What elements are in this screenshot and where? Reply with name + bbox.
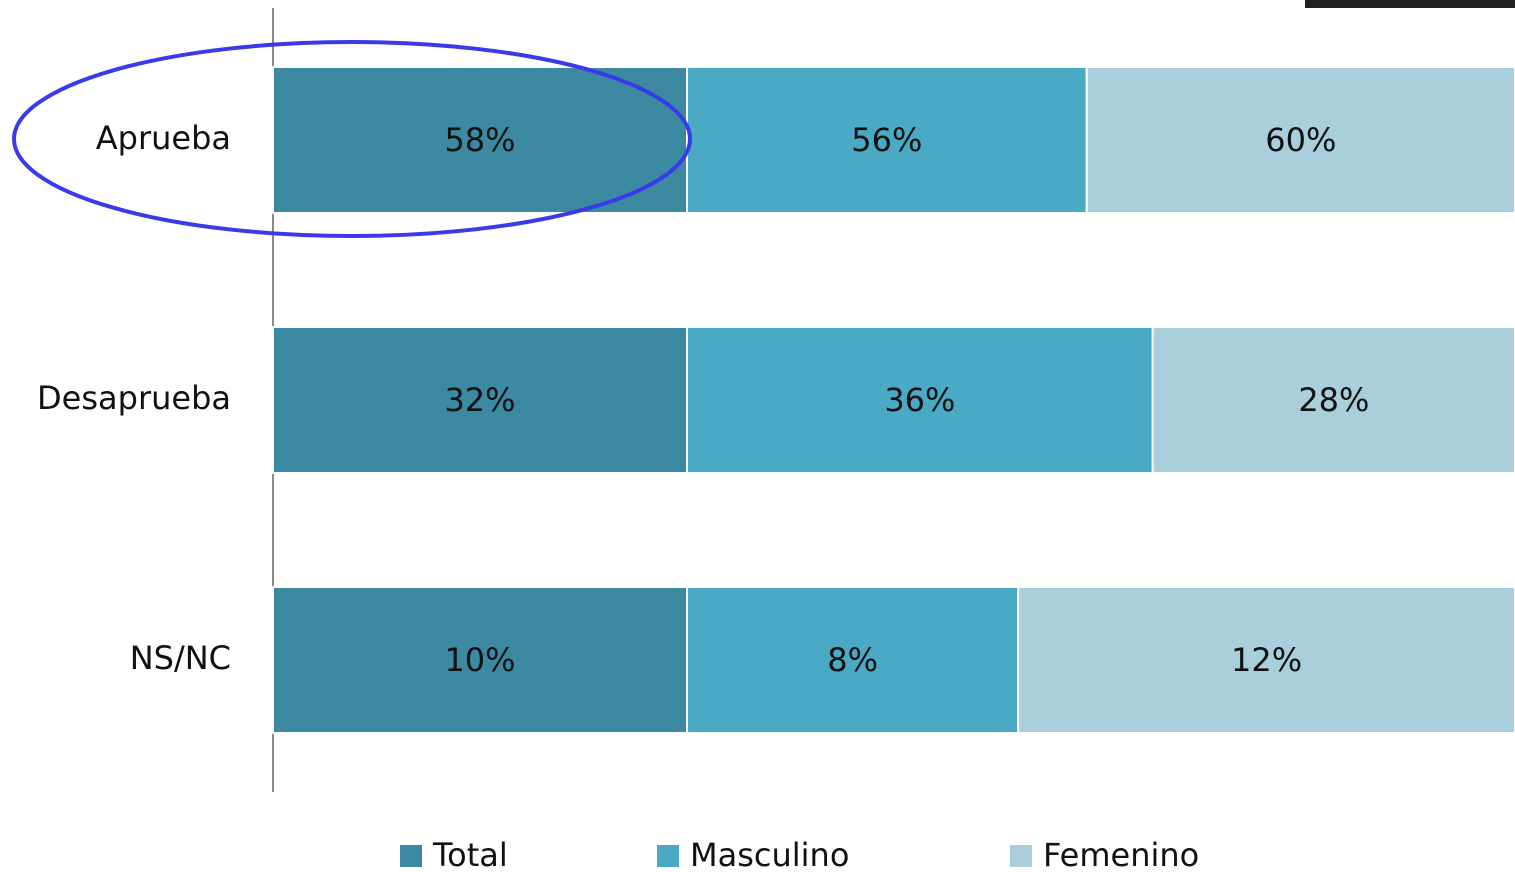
value-label: 60% xyxy=(1265,121,1336,159)
legend-label: Femenino xyxy=(1043,836,1199,872)
category-label: Desaprueba xyxy=(37,379,231,417)
value-label: 32% xyxy=(444,381,515,419)
corner-image xyxy=(1305,0,1515,8)
chart: Aprueba 58% 56% 60% Desaprueba 32% 36% 28% NS/NC… xyxy=(0,0,1515,872)
value-label: 56% xyxy=(851,121,922,159)
legend-swatch xyxy=(1010,845,1032,867)
value-label: 28% xyxy=(1298,381,1369,419)
value-label: 12% xyxy=(1231,641,1302,679)
value-label: 58% xyxy=(444,121,515,159)
legend-label: Masculino xyxy=(690,836,849,872)
value-label: 8% xyxy=(827,641,878,679)
value-label: 36% xyxy=(884,381,955,419)
category-label: Aprueba xyxy=(96,119,231,157)
legend-swatch xyxy=(657,845,679,867)
legend-label: Total xyxy=(432,836,508,872)
category-label: NS/NC xyxy=(130,639,231,677)
value-label: 10% xyxy=(444,641,515,679)
legend-swatch xyxy=(400,845,422,867)
